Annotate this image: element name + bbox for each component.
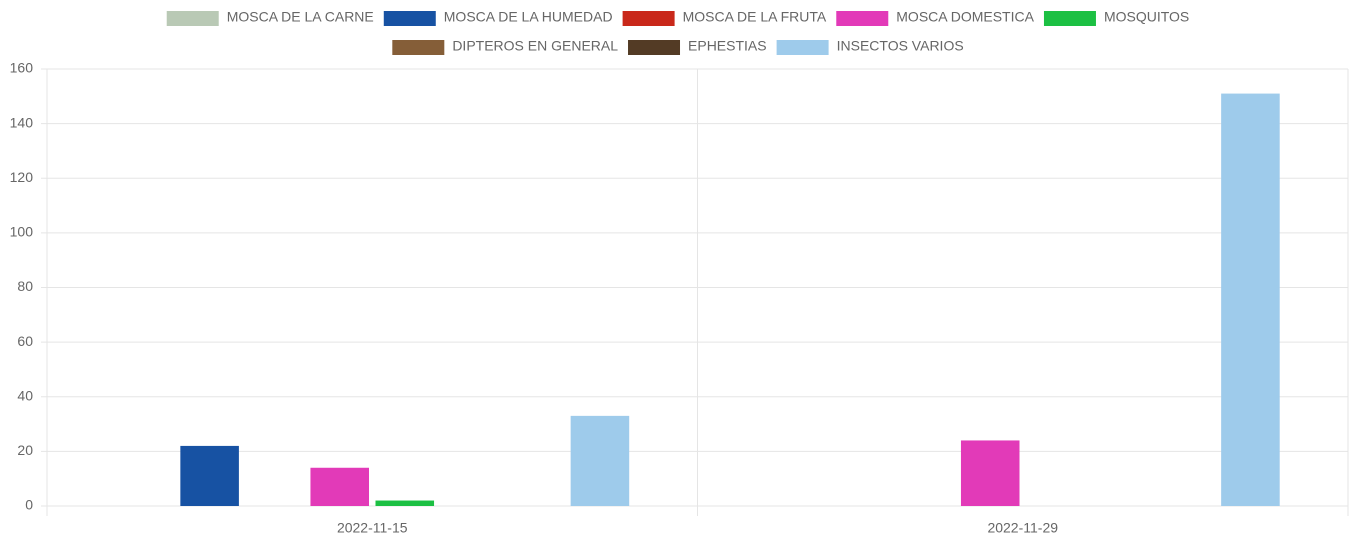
legend-label: DIPTEROS EN GENERAL	[452, 38, 618, 54]
legend-swatch	[628, 40, 681, 55]
legend-swatch	[383, 11, 436, 26]
legend-label: EPHESTIAS	[688, 38, 767, 54]
legend-label: MOSQUITOS	[1104, 9, 1189, 25]
legend-label: MOSCA DE LA FRUTA	[683, 9, 827, 25]
bar	[570, 415, 630, 506]
legend-label: INSECTOS VARIOS	[837, 38, 964, 54]
x-tick-label: 2022-11-29	[987, 520, 1058, 536]
legend-label: MOSCA DOMESTICA	[896, 9, 1034, 25]
bar	[180, 445, 239, 506]
y-tick-label: 80	[17, 278, 33, 294]
legend-label: MOSCA DE LA HUMEDAD	[444, 9, 613, 25]
bar	[960, 440, 1020, 506]
bar	[1221, 93, 1280, 507]
y-tick-label: 100	[10, 224, 34, 240]
legend-swatch	[836, 11, 889, 26]
y-tick-label: 40	[17, 387, 33, 403]
legend-swatch	[166, 11, 219, 26]
legend-label: MOSCA DE LA CARNE	[227, 9, 374, 25]
y-tick-label: 60	[17, 333, 33, 349]
y-tick-label: 20	[17, 442, 33, 458]
x-tick-label: 2022-11-15	[337, 520, 408, 536]
bar	[375, 500, 435, 506]
legend-swatch	[392, 40, 445, 55]
legend-swatch	[776, 40, 829, 55]
y-tick-label: 160	[10, 60, 34, 76]
y-tick-label: 140	[10, 114, 34, 130]
legend-swatch	[622, 11, 675, 26]
y-tick-label: 0	[25, 497, 33, 513]
y-tick-label: 120	[10, 169, 34, 185]
bar	[310, 467, 369, 506]
legend-swatch	[1043, 11, 1096, 26]
